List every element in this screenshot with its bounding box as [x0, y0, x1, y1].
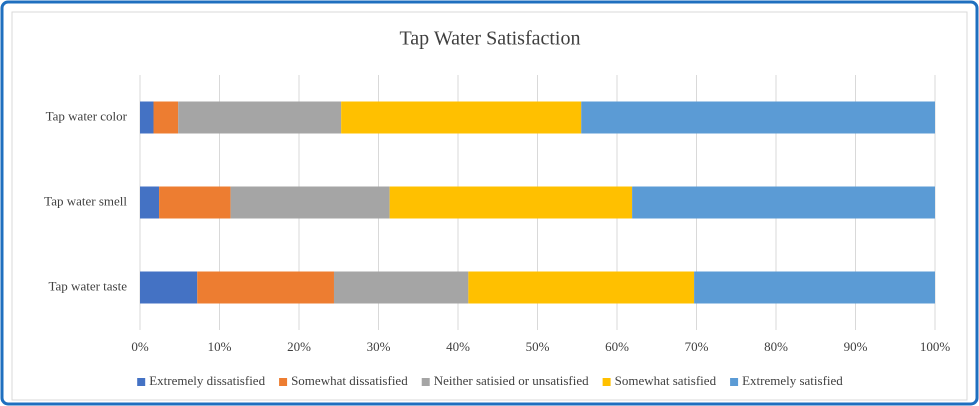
bar-segment — [230, 186, 390, 219]
x-tick-label: 50% — [526, 339, 550, 354]
bar-segment — [694, 271, 935, 304]
legend-swatch — [602, 378, 611, 386]
x-tick-label: 0% — [131, 339, 149, 354]
x-tick-label: 80% — [764, 339, 788, 354]
bar-segment — [159, 186, 231, 219]
bar-segment — [333, 271, 469, 304]
legend-swatch — [421, 378, 430, 386]
bar-segment — [140, 186, 160, 219]
bar-segment — [153, 101, 179, 134]
bar-segment — [178, 101, 342, 134]
bar-segment — [140, 271, 198, 304]
x-tick-label: 40% — [446, 339, 470, 354]
bar-segment — [197, 271, 334, 304]
bar-segment — [581, 101, 935, 134]
legend-label: Neither satisied or unsatisfied — [434, 373, 589, 388]
legend-swatch — [279, 378, 288, 386]
legend-label: Extremely satisfied — [742, 373, 843, 388]
x-tick-label: 60% — [605, 339, 629, 354]
y-tick-label: Tap water color — [46, 108, 128, 123]
legend-label: Somewhat satisfied — [615, 373, 717, 388]
legend-swatch — [730, 378, 739, 386]
bar-segment — [468, 271, 695, 304]
bar-segment — [140, 101, 154, 134]
x-tick-label: 20% — [287, 339, 311, 354]
x-tick-label: 30% — [367, 339, 391, 354]
x-tick-label: 70% — [685, 339, 709, 354]
bar-segment — [389, 186, 633, 219]
x-tick-label: 90% — [844, 339, 868, 354]
legend-label: Somewhat dissatisfied — [291, 373, 408, 388]
bar-segment — [341, 101, 582, 134]
chart-title: Tap Water Satisfaction — [399, 28, 580, 50]
x-tick-label: 100% — [920, 339, 951, 354]
y-tick-label: Tap water smell — [44, 193, 127, 208]
legend-swatch — [137, 378, 146, 386]
bar-segment — [632, 186, 935, 219]
x-tick-label: 10% — [208, 339, 232, 354]
y-tick-label: Tap water taste — [49, 278, 128, 293]
legend-label: Extremely dissatisfied — [149, 373, 265, 388]
